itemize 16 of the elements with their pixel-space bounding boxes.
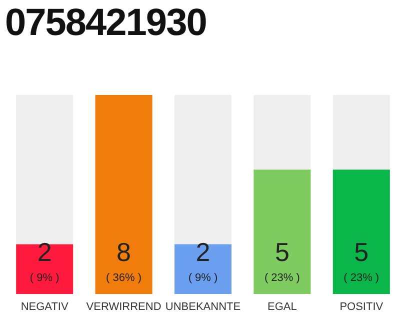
data-label: 5 — [274, 237, 290, 267]
x-tick-label: NEGATIV — [20, 300, 69, 313]
data-label: 2 — [37, 237, 52, 267]
x-tick-label: EGAL — [268, 300, 297, 313]
chart-title: 0758421930 — [5, 1, 206, 46]
x-tick-label: VERWIRREND — [86, 300, 162, 313]
x-tick-label: UNBEKANNTE — [165, 300, 241, 313]
annotation: ( 23% ) — [264, 272, 300, 284]
annotation: ( 36% ) — [106, 272, 142, 284]
data-label: 5 — [354, 237, 369, 267]
data-label: 2 — [196, 237, 210, 267]
x-tick-label: POSITIV — [340, 300, 384, 313]
annotation: ( 23% ) — [344, 272, 380, 284]
annotation: ( 9% ) — [30, 272, 60, 284]
annotation: ( 9% ) — [188, 272, 218, 284]
data-label: 8 — [116, 237, 132, 267]
